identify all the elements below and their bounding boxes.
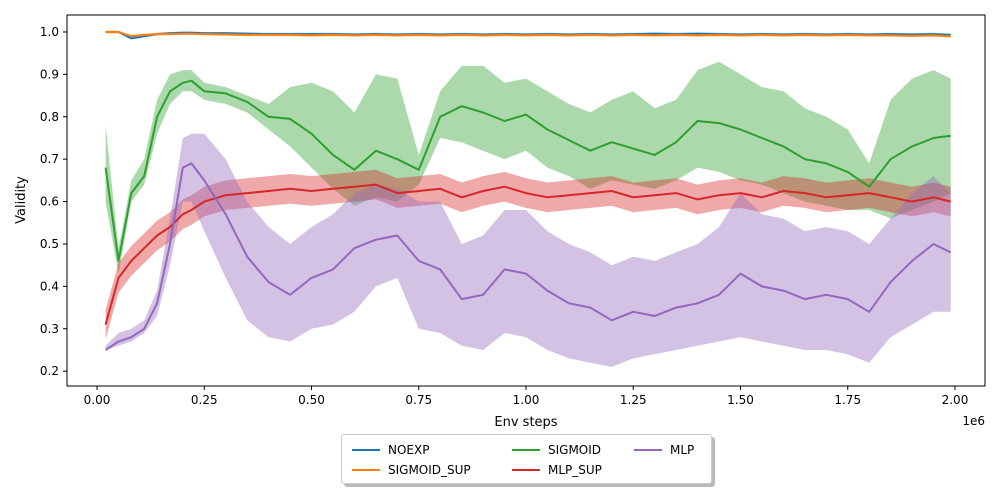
legend-item-mlp-sup: MLP_SUP xyxy=(512,461,602,479)
x-axis-offset-label: 1e6 xyxy=(962,414,985,428)
y-tick-label: 0.4 xyxy=(40,279,59,293)
legend-swatch-sigmoid xyxy=(512,449,540,451)
x-axis-label: Env steps xyxy=(494,415,557,430)
series-lines xyxy=(104,31,952,351)
legend: NOEXP SIGMOID_SUP SIGMOID MLP_SUP MLP xyxy=(341,434,712,484)
x-tick-label: 1.50 xyxy=(727,393,754,407)
legend-label-mlp: MLP xyxy=(670,443,695,457)
line-mlp xyxy=(105,162,952,351)
line-mlp-sup xyxy=(104,183,951,325)
x-tick-label: 0.50 xyxy=(298,393,325,407)
legend-swatch-noexp xyxy=(352,449,380,451)
x-tick-label: 1.00 xyxy=(513,393,540,407)
line-sigmoid-sup xyxy=(105,31,951,38)
y-tick-label: 0.8 xyxy=(40,110,59,124)
y-axis-ticks: 0.2 0.3 0.4 0.5 0.6 0.7 0.8 0.9 1.0 xyxy=(40,25,67,378)
legend-item-mlp: MLP xyxy=(634,441,694,459)
line-sigmoid xyxy=(104,79,951,262)
y-tick-label: 0.6 xyxy=(40,195,59,209)
band-mlp-sup xyxy=(105,169,951,340)
band-sigmoid xyxy=(105,61,951,274)
legend-item-noexp: NOEXP xyxy=(352,441,429,459)
x-tick-label: 1.25 xyxy=(620,393,647,407)
legend-label-sigmoid-sup: SIGMOID_SUP xyxy=(388,463,471,477)
legend-swatch-sigmoid-sup xyxy=(352,469,380,471)
y-tick-label: 1.0 xyxy=(40,25,59,39)
legend-swatch-mlp xyxy=(634,449,662,451)
y-tick-label: 0.2 xyxy=(40,364,59,378)
y-axis-label: Validity xyxy=(14,176,29,224)
legend-label-sigmoid: SIGMOID xyxy=(548,443,602,457)
y-tick-label: 0.3 xyxy=(40,322,59,336)
legend-swatch-mlp-sup xyxy=(512,469,540,471)
legend-label-mlp-sup: MLP_SUP xyxy=(548,463,602,477)
x-tick-label: 0.25 xyxy=(191,393,218,407)
legend-item-sigmoid-sup: SIGMOID_SUP xyxy=(352,461,471,479)
x-tick-label: 0.00 xyxy=(84,393,111,407)
x-axis-ticks: 0.00 0.25 0.50 0.75 1.00 1.25 1.50 1.75 2.00 xyxy=(84,386,969,407)
y-tick-label: 0.9 xyxy=(40,67,59,81)
legend-label-noexp: NOEXP xyxy=(388,443,430,457)
band-mlp xyxy=(105,133,951,367)
x-tick-label: 1.75 xyxy=(834,393,861,407)
confidence-bands xyxy=(105,30,951,367)
x-tick-label: 0.75 xyxy=(405,393,432,407)
x-tick-label: 2.00 xyxy=(942,393,969,407)
y-tick-label: 0.7 xyxy=(40,152,59,166)
legend-item-sigmoid: SIGMOID xyxy=(512,441,601,459)
y-tick-label: 0.5 xyxy=(40,237,59,251)
